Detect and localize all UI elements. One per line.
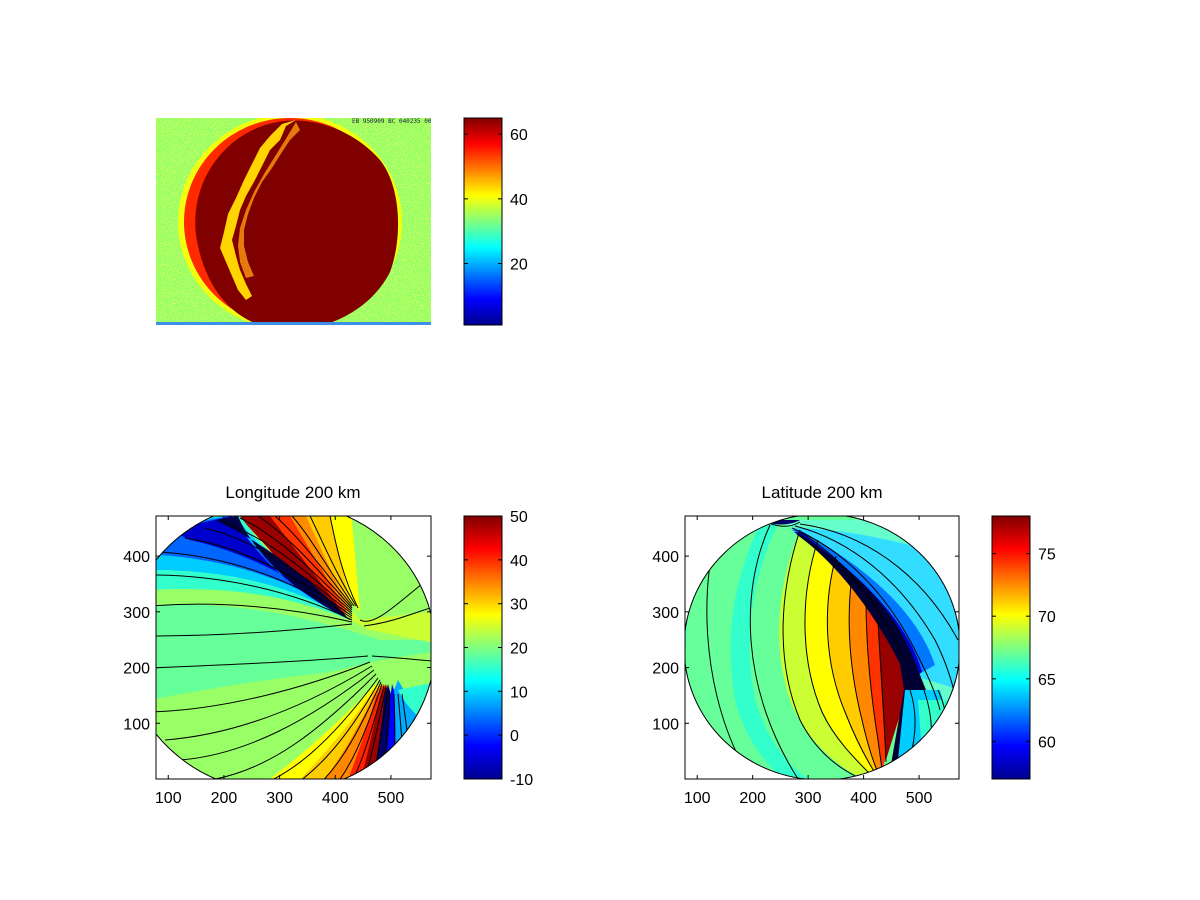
lon-y-tick-label: 200 [123, 661, 150, 678]
lon-x-tick-label: 200 [211, 790, 238, 807]
lon-colorbar-tick-label: 40 [510, 553, 528, 570]
lon-colorbar-tick-label: 20 [510, 641, 528, 658]
longitude-title: Longitude 200 km [225, 483, 360, 502]
lon-colorbar-tick-label: 50 [510, 509, 528, 526]
longitude-colorbar [463, 515, 503, 780]
lat-colorbar-tick-label: 70 [1038, 609, 1056, 626]
lat-x-tick-label: 100 [684, 790, 711, 807]
lat-x-tick-label: 500 [906, 790, 933, 807]
lat-y-tick-label: 100 [652, 716, 679, 733]
latitude-contour-field [685, 516, 959, 779]
img-colorbar-tick-label: 40 [510, 192, 528, 209]
lon-x-tick-label: 500 [378, 790, 405, 807]
image-panel: EB 950909 BC 040235 0002 20 40 60 [156, 117, 528, 326]
longitude-colorbar-ticks: -10 0 10 20 30 40 50 [464, 509, 533, 789]
lon-x-tick-label: 100 [155, 790, 182, 807]
lon-y-tick-label: 300 [123, 605, 150, 622]
img-colorbar-tick-label: 20 [510, 257, 528, 274]
auroral-band-inner [238, 122, 300, 278]
lat-colorbar-tick-label: 60 [1038, 734, 1056, 751]
lat-y-tick-label: 400 [652, 549, 679, 566]
lon-x-tick-label: 400 [322, 790, 349, 807]
latitude-colorbar [991, 515, 1031, 780]
lon-colorbar-tick-label: 0 [510, 728, 519, 745]
lat-y-tick-label: 300 [652, 605, 679, 622]
latitude-axes-box [684, 515, 960, 780]
lon-y-tick-label: 100 [123, 716, 150, 733]
lat-y-tick-label: 200 [652, 661, 679, 678]
img-colorbar-tick-label: 60 [510, 127, 528, 144]
latitude-y-ticks: 100 200 300 400 [652, 549, 959, 733]
latitude-x-ticks: 100 200 300 400 500 [684, 516, 933, 807]
image-colorbar-ticks: 20 40 60 [464, 127, 528, 274]
latitude-panel: Latitude 200 km [652, 483, 1056, 807]
lon-colorbar-tick-label: -10 [510, 772, 533, 789]
lon-colorbar-tick-label: 30 [510, 597, 528, 614]
longitude-x-ticks: 100 200 300 400 500 [155, 516, 404, 807]
lat-colorbar-tick-label: 75 [1038, 547, 1056, 564]
longitude-panel: Longitude 200 km [123, 483, 533, 807]
latitude-title: Latitude 200 km [762, 483, 883, 502]
lat-x-tick-label: 300 [795, 790, 822, 807]
image-colorbar [463, 117, 503, 326]
longitude-y-ticks: 100 200 300 400 [123, 549, 431, 733]
longitude-axes-box [155, 515, 432, 780]
lon-colorbar-tick-label: 10 [510, 684, 528, 701]
lon-y-tick-label: 400 [123, 549, 150, 566]
image-stamp: EB 950909 BC 040235 0002 [352, 118, 439, 125]
image-bottom-edge [156, 322, 431, 325]
lat-x-tick-label: 400 [850, 790, 877, 807]
latitude-colorbar-ticks: 60 65 70 75 [992, 547, 1056, 751]
lat-colorbar-tick-label: 65 [1038, 672, 1056, 689]
lat-x-tick-label: 200 [739, 790, 766, 807]
lon-x-tick-label: 300 [266, 790, 293, 807]
auroral-band [220, 120, 296, 300]
